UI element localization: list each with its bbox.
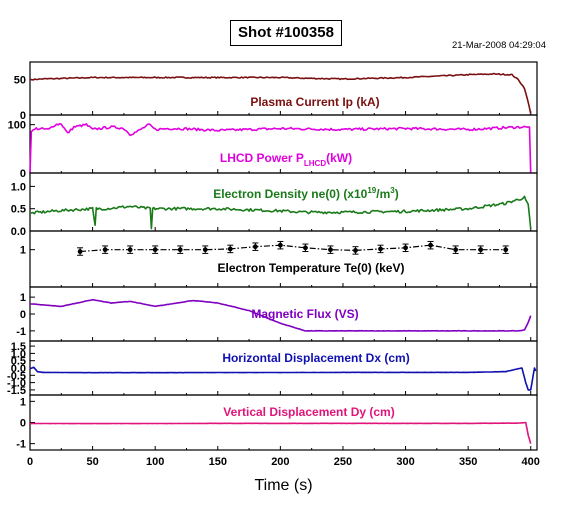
y-tick-label-6-0: -1 (16, 439, 26, 451)
panel-label-4: Magnetic Flux (VS) (251, 307, 358, 321)
y-tick-label-1-0: 0 (20, 168, 26, 180)
te-point-5 (202, 247, 208, 253)
y-tick-label-2-0: 0.0 (11, 226, 26, 238)
te-point-10 (328, 247, 333, 253)
x-tick-label-4: 200 (271, 456, 289, 468)
panel-label-1: LHCD Power PLHCD(kW) (220, 151, 352, 168)
te-point-3 (152, 247, 158, 253)
te-point-1 (102, 247, 108, 253)
panel-label-3: Electron Temperature Te(0) (keV) (218, 261, 405, 275)
te-point-0 (77, 249, 83, 254)
y-tick-label-3-0: 1 (20, 245, 26, 257)
te-point-6 (227, 246, 233, 252)
y-tick-label-5-5: 1.0 (11, 348, 26, 360)
panel-frame-2 (29, 172, 538, 232)
te-point-15 (453, 247, 459, 253)
te-series-line (80, 244, 506, 253)
panel-frame-3 (29, 230, 538, 288)
y-tick-label-1-1: 100 (8, 120, 26, 132)
series-line-5 (29, 366, 537, 391)
series-line-4 (29, 299, 532, 332)
te-point-4 (177, 247, 183, 253)
series-line-2 (29, 195, 532, 230)
y-tick-label-0-1: 50 (14, 75, 26, 87)
y-tick-label-5-6: 1.5 (11, 341, 26, 353)
series-line-1 (29, 122, 532, 174)
panel-label-0: Plasma Current Ip (kA) (250, 95, 379, 109)
te-point-16 (478, 247, 484, 253)
y-tick-label-5-0: -1.5 (7, 385, 26, 397)
panel-label-6: Vertical Displacement Dy (cm) (223, 405, 394, 419)
panel-frame-6 (29, 394, 538, 451)
y-tick-label-0-0: 0 (20, 110, 26, 122)
y-tick-label-4-1: 0 (20, 309, 26, 321)
x-tick-label-1: 50 (86, 456, 98, 468)
x-tick-label-7: 350 (459, 456, 477, 468)
y-tick-label-5-4: 0.5 (11, 356, 26, 368)
series-line-0 (29, 72, 532, 114)
te-point-2 (127, 247, 133, 253)
y-tick-label-4-2: 1 (20, 292, 26, 304)
te-point-9 (303, 245, 308, 251)
te-point-7 (252, 244, 258, 250)
x-axis-label: Time (s) (254, 477, 312, 494)
y-tick-label-5-3: 0.0 (11, 363, 26, 375)
te-point-17 (503, 247, 509, 253)
panel-frame-5 (29, 340, 538, 396)
y-tick-label-2-1: 0.5 (11, 204, 26, 216)
chart-title: Shot #100358 (230, 20, 342, 46)
timestamp: 21-Mar-2008 04:29:04 (451, 40, 546, 51)
y-tick-label-6-1: 0 (20, 418, 26, 430)
x-tick-label-5: 250 (334, 456, 352, 468)
y-tick-label-2-2: 1.0 (11, 181, 26, 193)
series-line-6 (30, 421, 532, 444)
panel-label-5: Horizontal Displacement Dx (cm) (222, 351, 409, 365)
y-tick-label-6-2: 1 (20, 396, 26, 408)
te-point-11 (353, 248, 358, 253)
y-tick-label-4-0: -1 (16, 326, 26, 338)
panel-label-2: Electron Density ne(0) (x1019/m3) (213, 186, 398, 201)
te-point-8 (277, 242, 283, 248)
te-point-12 (378, 246, 383, 252)
x-tick-label-8: 400 (522, 456, 540, 468)
y-tick-label-5-1: -1.0 (7, 378, 26, 390)
x-tick-label-6: 300 (396, 456, 414, 468)
y-tick-label-5-2: -0.5 (7, 370, 26, 382)
x-tick-label-0: 0 (27, 456, 33, 468)
te-point-13 (403, 245, 408, 251)
te-point-14 (428, 242, 433, 248)
x-tick-label-2: 100 (146, 456, 164, 468)
x-tick-label-3: 150 (209, 456, 227, 468)
